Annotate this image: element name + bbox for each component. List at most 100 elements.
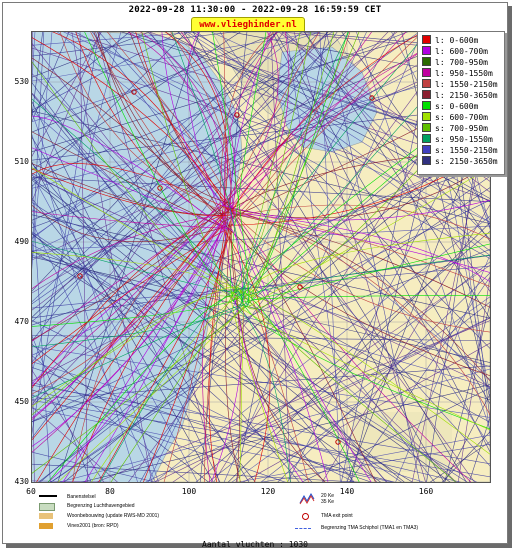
tma-exit-point (131, 89, 137, 95)
arrival-track (32, 204, 234, 242)
flight-track (32, 361, 425, 482)
arrival-track (72, 205, 222, 482)
flight-track (349, 276, 490, 482)
flight-track (32, 61, 387, 482)
flight-track (441, 431, 490, 482)
arrival-track (225, 205, 490, 333)
arrival-track (226, 202, 376, 482)
flight-track (187, 32, 490, 223)
flight-track (32, 137, 250, 482)
flight-track (32, 32, 329, 363)
flight-track (172, 264, 490, 482)
flight-track (32, 197, 256, 482)
flight-track (32, 32, 43, 118)
flight-track (32, 382, 462, 482)
tma-exit-point (369, 95, 375, 101)
arrival-track (90, 32, 225, 224)
housing-swatch (39, 513, 53, 519)
flight-track (32, 32, 420, 305)
departure-track (47, 294, 243, 482)
flight-track (32, 320, 355, 482)
arrival-track (202, 224, 223, 482)
departure-track (241, 254, 490, 302)
legend-item: s: 600-700m (422, 112, 504, 122)
flight-track (56, 32, 490, 380)
arrival-track (221, 204, 490, 240)
departure-track (57, 304, 245, 482)
flight-track (275, 32, 490, 405)
flight-track (444, 393, 490, 482)
x-tick-label: 60 (26, 487, 36, 496)
airport-boundary-swatch (39, 503, 55, 511)
flight-track (326, 32, 420, 482)
departure-track (32, 61, 249, 300)
legend-item: l: 2150-3650m (422, 90, 504, 100)
flight-track (50, 175, 490, 482)
flight-track (32, 355, 189, 482)
time-range-title: 2022-09-28 11:30:00 - 2022-09-28 16:59:5… (128, 5, 382, 15)
departure-track (244, 291, 360, 482)
arrival-track (84, 214, 229, 482)
tma-exit-point (157, 185, 163, 191)
arrival-track (32, 168, 232, 216)
flight-track (145, 317, 490, 482)
arrival-track (231, 32, 290, 215)
flight-tracks (32, 32, 490, 482)
flight-track (32, 406, 118, 482)
flight-track (272, 32, 490, 453)
flight-track (32, 32, 101, 202)
y-tick-label: 490 (14, 237, 29, 246)
flight-track (321, 204, 490, 482)
flight-track (32, 254, 490, 388)
flight-track (444, 302, 490, 482)
tma-exit-point (77, 273, 83, 279)
arrival-track (32, 201, 228, 341)
flight-track (32, 32, 53, 270)
x-tick-label: 160 (418, 487, 434, 496)
arrival-track (161, 32, 225, 207)
flight-track (196, 32, 490, 252)
arrival-track (231, 213, 490, 308)
arrival-track (229, 202, 372, 482)
flight-track (50, 187, 490, 482)
y-tick-label: 530 (14, 77, 29, 86)
flight-track (457, 274, 490, 482)
flight-track (38, 130, 490, 482)
arrival-track (59, 32, 231, 215)
departure-track (239, 287, 457, 482)
arrival-track (226, 32, 279, 205)
x-tick-label: 120 (260, 487, 276, 496)
arrival-track (164, 32, 228, 218)
tma-exit-label: TMA exit point (321, 513, 353, 519)
flight-track (207, 261, 490, 482)
departure-track (171, 32, 245, 306)
airport-boundary-label: Begrenzing Luchthavengebied (67, 503, 135, 509)
tma-exit-point (234, 112, 240, 118)
departure-track (248, 167, 490, 308)
tma-boundary-label: Begrenzing TMA Schiphol (TMA1 en TMA3) (321, 525, 419, 531)
arrival-track (221, 199, 490, 221)
flight-track (286, 32, 352, 482)
flight-track (74, 32, 490, 259)
departure-track (32, 286, 241, 407)
legend-swatch (422, 57, 431, 66)
arrival-track (32, 37, 230, 205)
flight-track (147, 32, 367, 482)
arrival-track (32, 202, 221, 387)
flight-track (32, 214, 490, 319)
altitude-legend: l: 0-600m l: 600-700m l: 700-950m l: 950… (417, 31, 505, 175)
departure-track (239, 302, 244, 482)
flight-track (32, 32, 284, 406)
flight-track (154, 317, 490, 482)
flight-track (32, 32, 321, 303)
x-tick-label: 80 (105, 487, 115, 496)
runway-swatch (39, 495, 57, 497)
legend-swatch (422, 79, 431, 88)
flight-track (192, 32, 467, 482)
departure-track (247, 32, 349, 293)
departure-track (32, 303, 246, 399)
arrival-track (47, 227, 226, 482)
flight-track (468, 416, 490, 482)
flight-track (32, 32, 36, 87)
flight-track (32, 111, 159, 482)
